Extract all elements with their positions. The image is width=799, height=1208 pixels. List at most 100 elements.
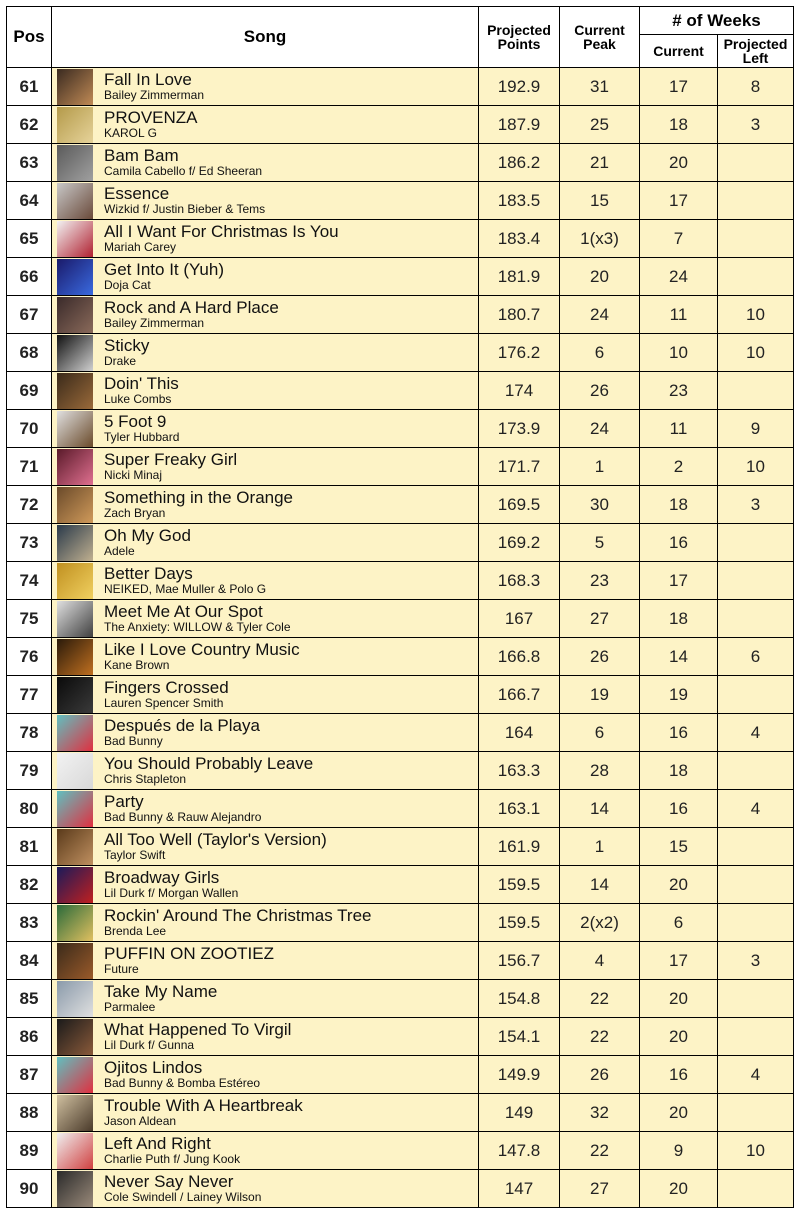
song-meta: Broadway Girls Lil Durk f/ Morgan Wallen (104, 869, 238, 900)
song-cell: Sticky Drake (51, 333, 479, 372)
song-meta: You Should Probably Leave Chris Stapleton (104, 753, 314, 786)
current-peak: 23 (559, 561, 640, 600)
song-artist: Chris Stapleton (104, 771, 187, 786)
table-row: 89 Left And Right Charlie Puth f/ Jung Koo… (6, 1131, 795, 1170)
song-title: Fingers Crossed (104, 677, 229, 697)
album-art-image (57, 410, 93, 447)
weeks-projected-left (716, 979, 795, 1018)
table-row: 83 Rockin' Around The Christmas Tree Brend… (6, 903, 795, 942)
song-wrap: Better Days NEIKED, Mae Muller & Polo G (52, 562, 478, 599)
current-peak: 22 (559, 1017, 640, 1056)
song-title: Essence (104, 183, 170, 203)
weeks-current: 20 (639, 1169, 718, 1208)
row-position: 87 (6, 1055, 52, 1094)
album-art-image (57, 676, 93, 713)
projected-points: 180.7 (478, 295, 560, 334)
song-artist: Bad Bunny & Rauw Alejandro (104, 809, 262, 824)
album-art-image (57, 1018, 93, 1055)
current-peak: 22 (559, 1131, 640, 1170)
song-cell: Doin' This Luke Combs (51, 371, 479, 410)
song-cell: Fingers Crossed Lauren Spencer Smith (51, 675, 479, 714)
projected-points: 168.3 (478, 561, 560, 600)
weeks-projected-left: 9 (716, 409, 795, 448)
header-song: Song (51, 6, 479, 68)
song-meta: Trouble With A Heartbreak Jason Aldean (104, 1097, 303, 1128)
song-title: Después de la Playa (104, 715, 260, 735)
header-weeks-current: Current (639, 34, 718, 68)
song-cell: Después de la Playa Bad Bunny (51, 713, 479, 752)
album-art-image (57, 980, 93, 1017)
song-wrap: Sticky Drake (52, 334, 478, 371)
song-artist: Future (104, 961, 139, 976)
weeks-projected-left: 10 (716, 295, 795, 334)
song-title: You Should Probably Leave (104, 753, 314, 773)
table-row: 75 Meet Me At Our Spot The Anxiety: WILLOW… (6, 599, 795, 638)
header-current-peak-line2: Peak (583, 36, 616, 52)
song-wrap: Meet Me At Our Spot The Anxiety: WILLOW &… (52, 600, 478, 637)
song-meta: 5 Foot 9 Tyler Hubbard (104, 413, 179, 444)
song-cell: Meet Me At Our Spot The Anxiety: WILLOW &… (51, 599, 479, 638)
weeks-projected-left (716, 1093, 795, 1132)
row-position: 84 (6, 941, 52, 980)
song-cell: Bam Bam Camila Cabello f/ Ed Sheeran (51, 143, 479, 182)
song-title: Take My Name (104, 981, 218, 1001)
current-peak: 26 (559, 1055, 640, 1094)
weeks-projected-left: 4 (716, 789, 795, 828)
projected-points: 166.7 (478, 675, 560, 714)
album-art-image (57, 220, 93, 257)
song-wrap: Party Bad Bunny & Rauw Alejandro (52, 790, 478, 827)
current-peak: 28 (559, 751, 640, 790)
song-meta: Fingers Crossed Lauren Spencer Smith (104, 677, 229, 710)
projected-points: 169.2 (478, 523, 560, 562)
row-position: 83 (6, 903, 52, 942)
song-meta: Left And Right Charlie Puth f/ Jung Kook (104, 1135, 241, 1166)
song-cell: Something in the Orange Zach Bryan (51, 485, 479, 524)
row-position: 68 (6, 333, 52, 372)
weeks-current: 2 (639, 447, 718, 486)
song-title: Ojitos Lindos (104, 1057, 203, 1077)
weeks-projected-left (716, 865, 795, 904)
song-artist: Charlie Puth f/ Jung Kook (104, 1151, 241, 1166)
row-position: 62 (6, 105, 52, 144)
current-peak: 4 (559, 941, 640, 980)
weeks-current: 10 (639, 333, 718, 372)
album-art-image (57, 258, 93, 295)
song-artist: NEIKED, Mae Muller & Polo G (104, 581, 267, 596)
song-meta: PUFFIN ON ZOOTIEZ Future (104, 945, 274, 976)
song-title: PROVENZA (104, 107, 198, 127)
song-meta: All Too Well (Taylor's Version) Taylor Sw… (104, 829, 327, 862)
song-cell: All Too Well (Taylor's Version) Taylor Sw… (51, 827, 479, 866)
current-peak: 30 (559, 485, 640, 524)
album-art-image (57, 828, 93, 865)
weeks-projected-left: 10 (716, 333, 795, 372)
row-position: 74 (6, 561, 52, 600)
song-meta: Después de la Playa Bad Bunny (104, 715, 260, 748)
header-weeks: # of Weeks (638, 6, 795, 35)
table-row: 79 You Should Probably Leave Chris Staplet… (6, 751, 795, 790)
song-artist: Doja Cat (104, 277, 151, 292)
weeks-current: 17 (639, 67, 718, 106)
song-wrap: All Too Well (Taylor's Version) Taylor Sw… (52, 828, 478, 865)
projected-points: 163.3 (478, 751, 560, 790)
song-title: Doin' This (104, 373, 179, 393)
song-wrap: All I Want For Christmas Is You Mariah Ca… (52, 220, 478, 257)
table-row: 63 Bam Bam Camila Cabello f/ Ed Sheeran 186… (6, 143, 795, 182)
current-peak: 25 (559, 105, 640, 144)
song-title: All Too Well (Taylor's Version) (104, 829, 327, 849)
album-art-image (57, 1056, 93, 1093)
row-position: 75 (6, 599, 52, 638)
chart-rows: 61 Fall In Love Bailey Zimmerman 192.9 31 17 8… (6, 67, 795, 1208)
weeks-current: 20 (639, 979, 718, 1018)
song-cell: Fall In Love Bailey Zimmerman (51, 67, 479, 106)
table-row: 65 All I Want For Christmas Is You Mariah … (6, 219, 795, 258)
weeks-projected-left (716, 257, 795, 296)
song-artist: Kane Brown (104, 657, 170, 672)
row-position: 69 (6, 371, 52, 410)
row-position: 89 (6, 1131, 52, 1170)
song-cell: 5 Foot 9 Tyler Hubbard (51, 409, 479, 448)
row-position: 80 (6, 789, 52, 828)
projected-points: 161.9 (478, 827, 560, 866)
projected-points: 149.9 (478, 1055, 560, 1094)
weeks-projected-left (716, 561, 795, 600)
song-artist: Adele (104, 543, 135, 558)
